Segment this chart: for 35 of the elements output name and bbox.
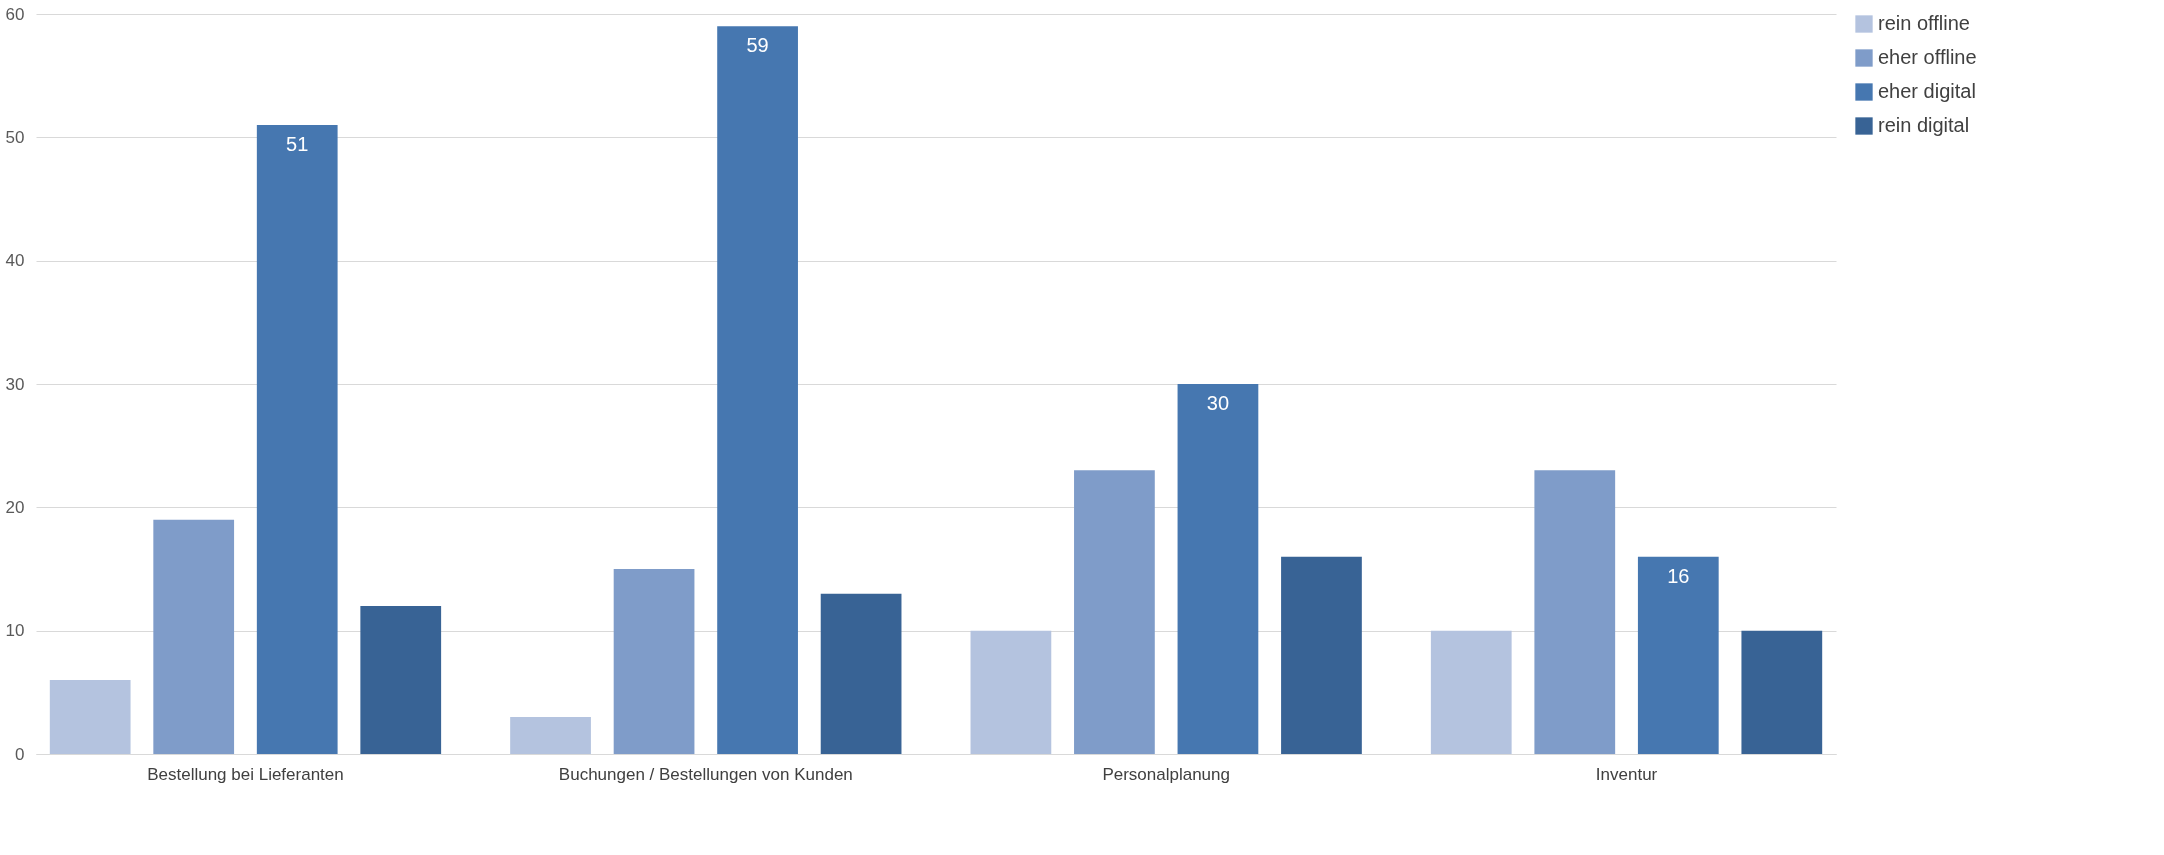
x-tick-label: Personalplanung [1102, 764, 1230, 784]
bar [1281, 556, 1362, 754]
x-tick-label: Inventur [1595, 764, 1658, 784]
bar [970, 630, 1052, 754]
bar [717, 26, 798, 754]
y-tick-label: 20 [5, 497, 25, 517]
x-tick-label: Bestellung bei Lieferanten [147, 764, 344, 784]
y-tick-label: 10 [5, 621, 25, 641]
bar [1430, 630, 1512, 754]
y-tick-label: 40 [5, 251, 25, 271]
y-tick-label: 60 [5, 4, 25, 24]
bar [360, 606, 442, 754]
legend-label: rein offline [1878, 12, 1970, 34]
bar [1177, 384, 1259, 754]
data-label: 16 [1667, 564, 1690, 587]
bar [1637, 556, 1719, 754]
data-label: 30 [1206, 392, 1230, 414]
bar [613, 569, 695, 754]
bar [256, 125, 338, 754]
legend-label: rein digital [1878, 114, 1970, 136]
y-tick-label: 50 [5, 127, 25, 147]
x-tick-label: Buchungen / Bestellungen von Kunden [558, 764, 853, 784]
y-tick-label: 30 [5, 374, 25, 394]
bar [153, 519, 235, 754]
legend-label: eher digital [1878, 80, 1976, 102]
y-tick-label: 0 [15, 744, 25, 764]
bar [1534, 470, 1616, 754]
legend-label: eher offline [1878, 46, 1977, 68]
bar [820, 593, 902, 754]
bar [1074, 470, 1155, 754]
data-label: 51 [286, 133, 309, 155]
data-label: 59 [746, 34, 769, 57]
bar [510, 717, 591, 754]
bar [1741, 630, 1823, 754]
bar [49, 680, 131, 754]
